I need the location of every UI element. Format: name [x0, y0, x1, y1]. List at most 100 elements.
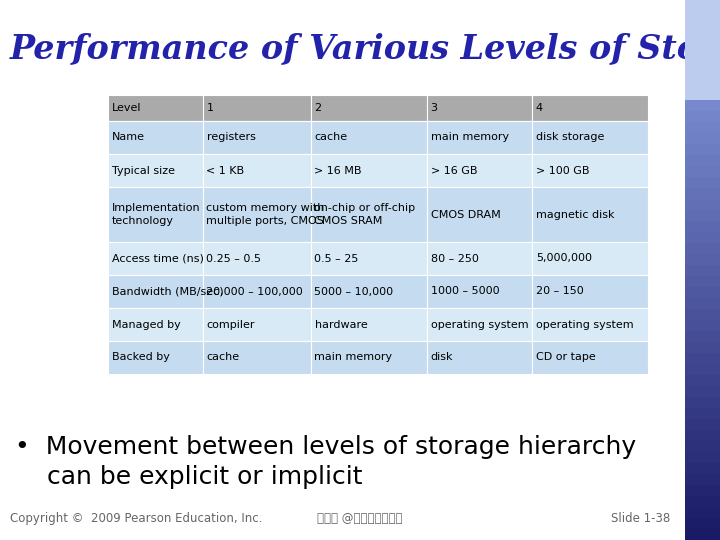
Bar [685, 529, 720, 540]
Bar [685, 463, 720, 475]
Bar [685, 353, 720, 365]
Bar [685, 166, 720, 178]
Bar [532, 187, 648, 242]
Text: 20 – 150: 20 – 150 [536, 287, 584, 296]
Bar [685, 265, 720, 276]
Bar [426, 275, 532, 308]
Text: Typical size: Typical size [112, 165, 175, 176]
Text: Managed by: Managed by [112, 320, 181, 329]
Bar [310, 121, 426, 154]
Bar [685, 518, 720, 530]
Text: disk storage: disk storage [536, 132, 604, 143]
Bar [685, 210, 720, 221]
Text: cache: cache [315, 132, 348, 143]
Text: 0.25 – 0.5: 0.25 – 0.5 [207, 253, 261, 264]
Text: magnetic disk: magnetic disk [536, 210, 614, 219]
Text: > 16 MB: > 16 MB [315, 165, 362, 176]
Bar [685, 452, 720, 463]
Bar [310, 341, 426, 374]
Text: 5000 – 10,000: 5000 – 10,000 [315, 287, 394, 296]
Text: Backed by: Backed by [112, 353, 170, 362]
Text: operating system: operating system [431, 320, 528, 329]
Bar [685, 287, 720, 299]
Text: 2: 2 [315, 103, 322, 113]
Bar [532, 242, 648, 275]
Bar [685, 408, 720, 420]
Bar [108, 308, 202, 341]
Bar [685, 199, 720, 211]
Bar [685, 496, 720, 508]
Bar [310, 154, 426, 187]
Bar [685, 100, 720, 111]
Text: operating system: operating system [536, 320, 634, 329]
Bar [685, 419, 720, 430]
Text: Slide 1-38: Slide 1-38 [611, 512, 670, 525]
Bar [685, 155, 720, 166]
Bar [685, 397, 720, 408]
Bar [426, 242, 532, 275]
Bar [108, 275, 202, 308]
Text: 5,000,000: 5,000,000 [536, 253, 592, 264]
Bar [202, 154, 310, 187]
Bar [685, 375, 720, 387]
Bar [685, 122, 720, 133]
Text: Level: Level [112, 103, 142, 113]
Text: on-chip or off-chip
CMOS SRAM: on-chip or off-chip CMOS SRAM [315, 203, 415, 226]
Bar [532, 95, 648, 121]
Text: 4: 4 [536, 103, 543, 113]
Bar [685, 133, 720, 145]
Bar [685, 441, 720, 453]
Bar [202, 187, 310, 242]
Bar [685, 232, 720, 244]
Text: registers: registers [207, 132, 256, 143]
Text: > 16 GB: > 16 GB [431, 165, 477, 176]
Bar [685, 0, 720, 100]
Bar [685, 386, 720, 397]
Text: 0.5 – 25: 0.5 – 25 [315, 253, 359, 264]
Bar [310, 275, 426, 308]
Bar [685, 144, 720, 156]
Text: < 1 KB: < 1 KB [207, 165, 245, 176]
Bar [202, 242, 310, 275]
Text: 1: 1 [207, 103, 214, 113]
Bar [685, 298, 720, 309]
Bar [685, 364, 720, 375]
Text: 20,000 – 100,000: 20,000 – 100,000 [207, 287, 303, 296]
Bar [310, 308, 426, 341]
Bar [685, 177, 720, 188]
Text: •  Movement between levels of storage hierarchy: • Movement between levels of storage hie… [15, 435, 636, 459]
Text: hardware: hardware [315, 320, 367, 329]
Bar [426, 121, 532, 154]
Bar [685, 507, 720, 518]
Bar [685, 254, 720, 266]
Bar [202, 95, 310, 121]
Bar [108, 187, 202, 242]
Bar [202, 275, 310, 308]
Bar [532, 121, 648, 154]
Bar [108, 341, 202, 374]
Text: 蔡文能 @交通大學資工系: 蔡文能 @交通大學資工系 [318, 512, 402, 525]
Bar [685, 221, 720, 233]
Text: Bandwidth (MB/sec): Bandwidth (MB/sec) [112, 287, 224, 296]
Text: cache: cache [207, 353, 240, 362]
Bar [685, 342, 720, 354]
Text: 3: 3 [431, 103, 438, 113]
Bar [685, 276, 720, 287]
Bar [108, 242, 202, 275]
Bar [685, 188, 720, 199]
Bar [685, 320, 720, 332]
Bar [426, 341, 532, 374]
Text: 80 – 250: 80 – 250 [431, 253, 479, 264]
Bar [426, 187, 532, 242]
Bar [685, 485, 720, 496]
Text: CMOS DRAM: CMOS DRAM [431, 210, 500, 219]
Text: main memory: main memory [431, 132, 509, 143]
Text: can be explicit or implicit: can be explicit or implicit [15, 465, 362, 489]
Text: Access time (ns): Access time (ns) [112, 253, 204, 264]
Text: custom memory with
multiple ports, CMOS: custom memory with multiple ports, CMOS [207, 203, 325, 226]
Bar [202, 341, 310, 374]
Bar [426, 308, 532, 341]
Bar [532, 154, 648, 187]
Bar [310, 95, 426, 121]
Text: Performance of Various Levels of Storage: Performance of Various Levels of Storage [10, 33, 720, 66]
